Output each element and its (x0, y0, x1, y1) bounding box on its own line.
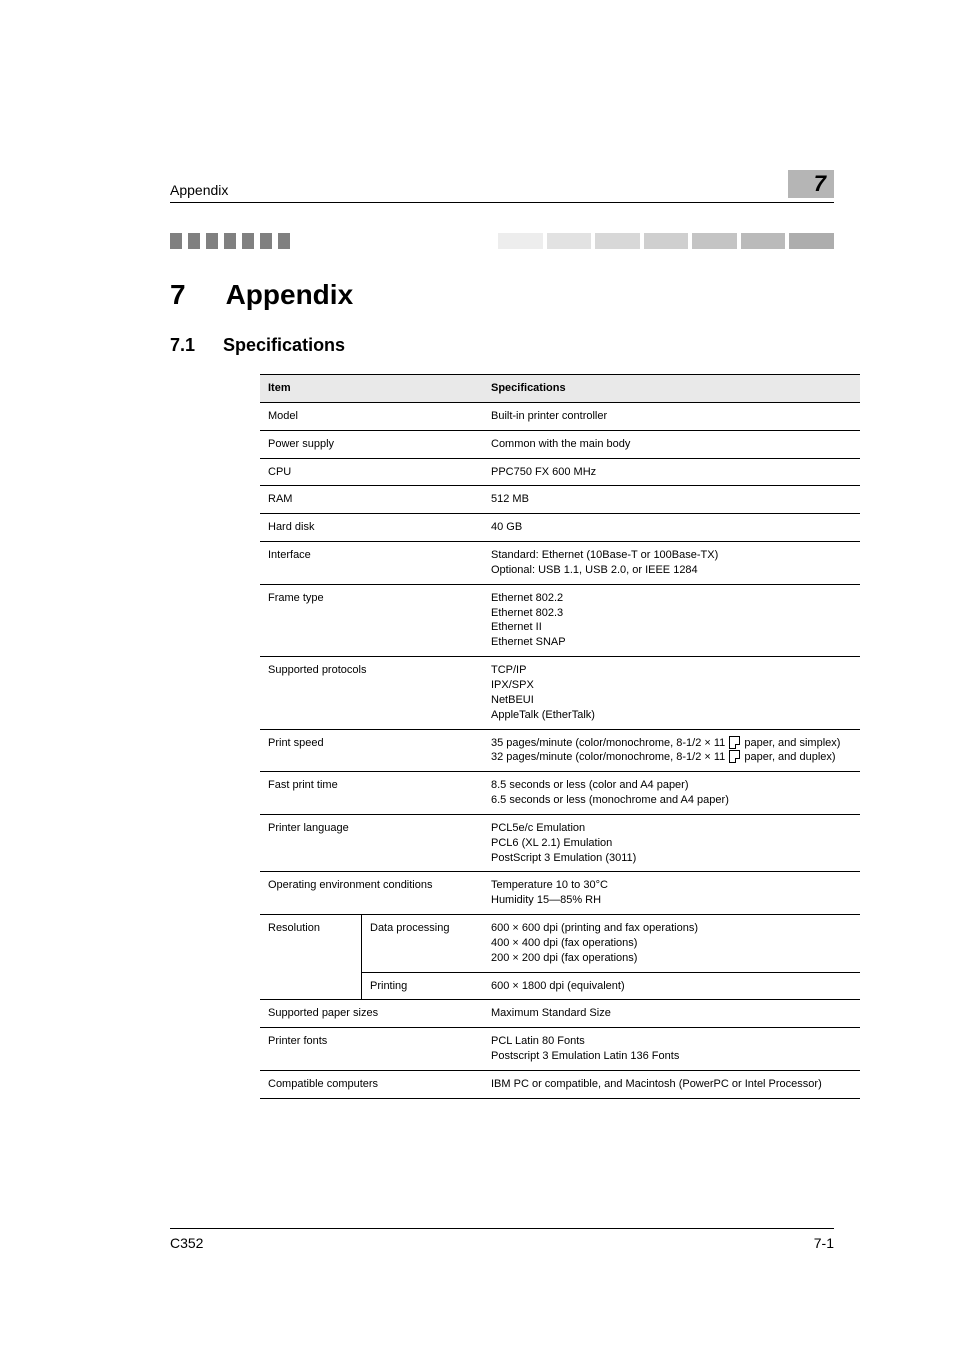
page-icon (729, 750, 740, 763)
page: Appendix 7 7 Appendix 7.1 Specifications I… (0, 0, 954, 1351)
row-value: PCL Latin 80 Fonts Postscript 3 Emulatio… (483, 1028, 860, 1071)
row-label: Printer language (260, 814, 483, 872)
row-label: Hard disk (260, 514, 483, 542)
row-label: Printer fonts (260, 1028, 483, 1071)
row-label: CPU (260, 458, 483, 486)
row-label: Supported protocols (260, 657, 483, 729)
page-icon (729, 736, 740, 749)
running-header: Appendix 7 (170, 170, 834, 203)
row-value: TCP/IP IPX/SPX NetBEUI AppleTalk (EtherT… (483, 657, 860, 729)
row-value: Maximum Standard Size (483, 1000, 860, 1028)
chapter-heading: 7 Appendix (170, 279, 834, 311)
row-value: PPC750 FX 600 MHz (483, 458, 860, 486)
row-label: Model (260, 402, 483, 430)
specifications-table: Item Specifications ModelBuilt-in printe… (260, 374, 860, 1099)
row-value: PCL5e/c Emulation PCL6 (XL 2.1) Emulatio… (483, 814, 860, 872)
row-value: IBM PC or compatible, and Macintosh (Pow… (483, 1071, 860, 1099)
row-value: 600 × 600 dpi (printing and fax operatio… (483, 915, 860, 973)
footer-right: 7-1 (814, 1235, 834, 1251)
row-label: Power supply (260, 430, 483, 458)
header-left: Appendix (170, 182, 228, 198)
row-value: 8.5 seconds or less (color and A4 paper)… (483, 772, 860, 815)
th-spec: Specifications (483, 375, 860, 403)
row-value: Ethernet 802.2 Ethernet 802.3 Ethernet I… (483, 584, 860, 656)
row-label: Compatible computers (260, 1071, 483, 1099)
row-sublabel: Data processing (362, 915, 484, 973)
content: Appendix 7 7 Appendix 7.1 Specifications I… (0, 0, 954, 1099)
row-value: Standard: Ethernet (10Base-T or 100Base-… (483, 542, 860, 585)
section-title: Specifications (223, 335, 345, 355)
row-label: Resolution (260, 915, 362, 1000)
section-number: 7.1 (170, 335, 195, 355)
row-value: 512 MB (483, 486, 860, 514)
row-label: Frame type (260, 584, 483, 656)
row-label: Supported paper sizes (260, 1000, 483, 1028)
row-label: Interface (260, 542, 483, 585)
row-value: 35 pages/minute (color/monochrome, 8-1/2… (483, 729, 860, 772)
row-value: Temperature 10 to 30°C Humidity 15—85% R… (483, 872, 860, 915)
row-label: RAM (260, 486, 483, 514)
row-value: 600 × 1800 dpi (equivalent) (483, 972, 860, 1000)
row-label: Fast print time (260, 772, 483, 815)
decorative-stripes (170, 233, 834, 249)
footer-left: C352 (170, 1235, 203, 1251)
row-label: Operating environment conditions (260, 872, 483, 915)
chapter-number: 7 (170, 279, 186, 310)
section-heading: 7.1 Specifications (170, 335, 834, 356)
footer: C352 7-1 (170, 1228, 834, 1251)
header-badge: 7 (788, 170, 834, 198)
row-label: Print speed (260, 729, 483, 772)
chapter-title: Appendix (226, 279, 354, 310)
th-item: Item (260, 375, 483, 403)
row-value: 40 GB (483, 514, 860, 542)
row-value: Common with the main body (483, 430, 860, 458)
row-value: Built-in printer controller (483, 402, 860, 430)
row-sublabel: Printing (362, 972, 484, 1000)
